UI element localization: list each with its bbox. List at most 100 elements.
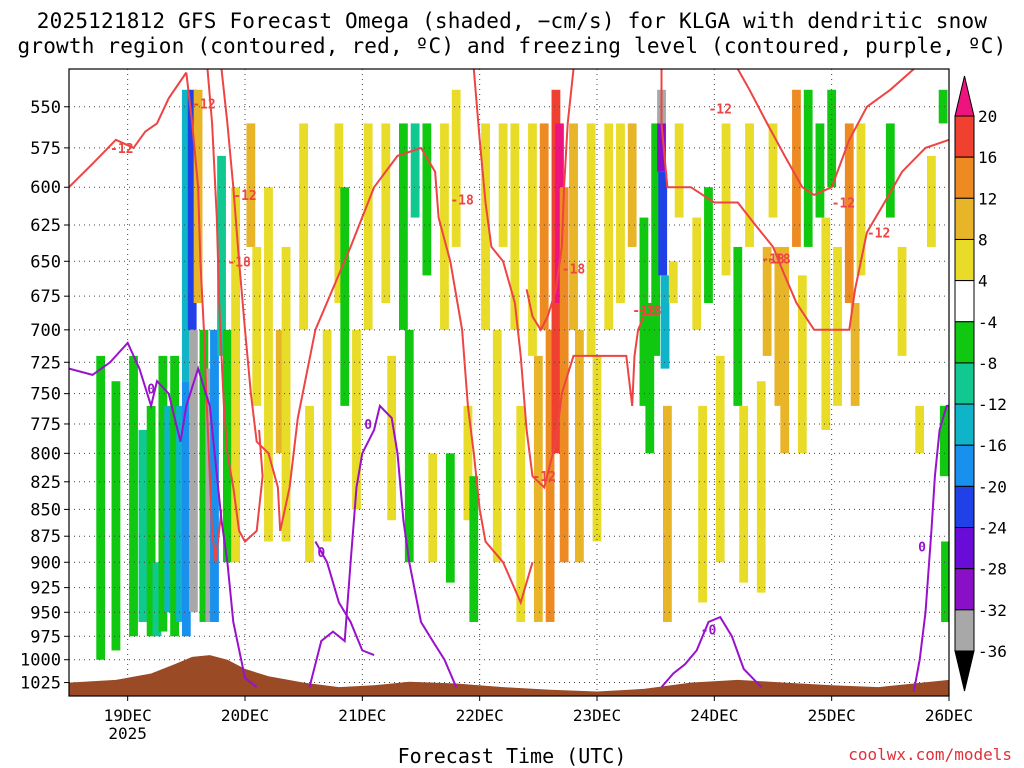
omega-cell	[833, 246, 842, 406]
y-tick-label: 725	[30, 353, 61, 373]
dgz-contour-label: -12	[832, 197, 855, 212]
dgz-contour	[660, 69, 949, 331]
omega-cell	[821, 217, 831, 430]
y-axis: 550 575 600 625 650 675 700 725 750 775 800 825 850 8…	[20, 98, 69, 694]
omega-cell	[555, 123, 564, 304]
y-tick-label: 850	[30, 500, 61, 520]
omega-cell	[170, 355, 179, 637]
omega-cell	[187, 89, 197, 330]
omega-cell	[674, 123, 684, 218]
colorbar-label: -32	[978, 601, 1007, 620]
y-tick-label: 550	[30, 98, 61, 118]
omega-cell	[663, 405, 672, 622]
colorbar-label: -4	[978, 313, 997, 332]
freezing-level-contours	[69, 341, 949, 692]
colorbar-segment	[954, 444, 975, 487]
colorbar-label: -24	[978, 519, 1007, 538]
omega-cell	[305, 405, 314, 563]
omega-cell	[651, 123, 661, 356]
omega-cell	[545, 329, 555, 622]
omega-cell	[158, 355, 168, 632]
x-tick-label: 21DEC	[338, 706, 386, 725]
omega-cell	[399, 123, 408, 330]
y-tick-label: 750	[30, 385, 61, 405]
omega-cell	[152, 562, 162, 637]
omega-cell	[792, 89, 801, 247]
dgz-contour-label: -12	[192, 97, 215, 112]
omega-cell	[181, 89, 191, 382]
omega-cell	[657, 123, 666, 172]
colorbar-segment	[954, 403, 975, 446]
omega-cell	[559, 187, 569, 563]
x-tick-label: 22DEC	[456, 706, 504, 725]
omega-cell	[745, 123, 754, 247]
omega-cell	[658, 171, 668, 276]
dgz-contour-label: -12	[532, 470, 555, 485]
freezing-contour	[912, 404, 949, 692]
dgz-contour-label: -18	[767, 252, 791, 267]
omega-cell	[915, 405, 925, 454]
omega-cell	[481, 123, 490, 330]
omega-cell	[164, 405, 174, 613]
freezing-contour-label: 0	[147, 383, 155, 398]
y-tick-label: 775	[30, 415, 61, 435]
colorbar-label: -28	[978, 560, 1007, 579]
omega-cell	[129, 355, 138, 637]
chart-title-line-2: growth region (contoured, red, ºC) and f…	[17, 34, 1007, 58]
x-tick-label: 23DEC	[573, 706, 621, 725]
omega-cell	[404, 329, 414, 563]
y-tick-label: 900	[30, 553, 61, 573]
colorbar-label: 8	[978, 230, 988, 249]
omega-cell	[941, 541, 949, 622]
omega-cell	[463, 405, 473, 521]
colorbar-segment	[954, 568, 975, 611]
omega-cell	[639, 217, 649, 406]
colorbar-top-arrow	[954, 75, 975, 117]
credit-text: coolwx.com/models	[848, 745, 1012, 764]
omega-cell	[844, 123, 854, 304]
omega-cell	[897, 246, 907, 356]
omega-cell	[275, 329, 285, 454]
omega-cell	[96, 355, 106, 660]
omega-cell	[252, 246, 262, 406]
plot-frame	[68, 68, 950, 697]
omega-cell	[146, 405, 156, 637]
omega-cell	[176, 405, 185, 622]
omega-cell	[451, 89, 461, 247]
dendritic-growth-contours	[69, 69, 949, 606]
colorbar-label: -12	[978, 395, 1007, 414]
y-tick-label: 875	[30, 527, 61, 547]
colorbar-label: 4	[978, 272, 988, 291]
omega-cell	[281, 246, 291, 542]
colorbar-segment	[954, 280, 975, 323]
omega-cell	[927, 155, 936, 247]
omega-cell	[510, 123, 520, 330]
dgz-contour-label: -12	[110, 142, 133, 157]
omega-cell	[445, 453, 455, 583]
omega-cell	[762, 246, 772, 356]
omega-cell	[246, 123, 256, 247]
colorbar-label: 12	[978, 189, 997, 208]
dgz-contour-label: -12	[632, 304, 655, 319]
x-axis-title: Forecast Time (UTC)	[397, 744, 627, 768]
dgz-contour	[736, 69, 915, 197]
omega-cell	[516, 405, 526, 622]
x-axis: 19DEC 20DEC 21DEC 22DEC 23DEC 24DEC 25DEC 26DEC…	[104, 696, 973, 743]
colorbar-segment	[954, 362, 975, 405]
omega-cell	[692, 217, 702, 330]
omega-cell	[660, 275, 670, 369]
dgz-contour	[206, 69, 264, 544]
omega-cell	[668, 261, 678, 304]
colorbar-bottom-arrow	[954, 650, 975, 692]
colorbar-label: 20	[978, 107, 997, 126]
freezing-contour-label: 0	[317, 546, 325, 561]
omega-cell	[739, 405, 749, 583]
omega-cell	[815, 123, 825, 218]
omega-cell	[803, 89, 813, 247]
omega-cell	[428, 453, 438, 563]
omega-cell	[492, 329, 502, 563]
omega-cell	[299, 123, 309, 330]
dgz-contour-label: -18	[450, 193, 474, 208]
dgz-contour-label: -18	[761, 252, 785, 267]
